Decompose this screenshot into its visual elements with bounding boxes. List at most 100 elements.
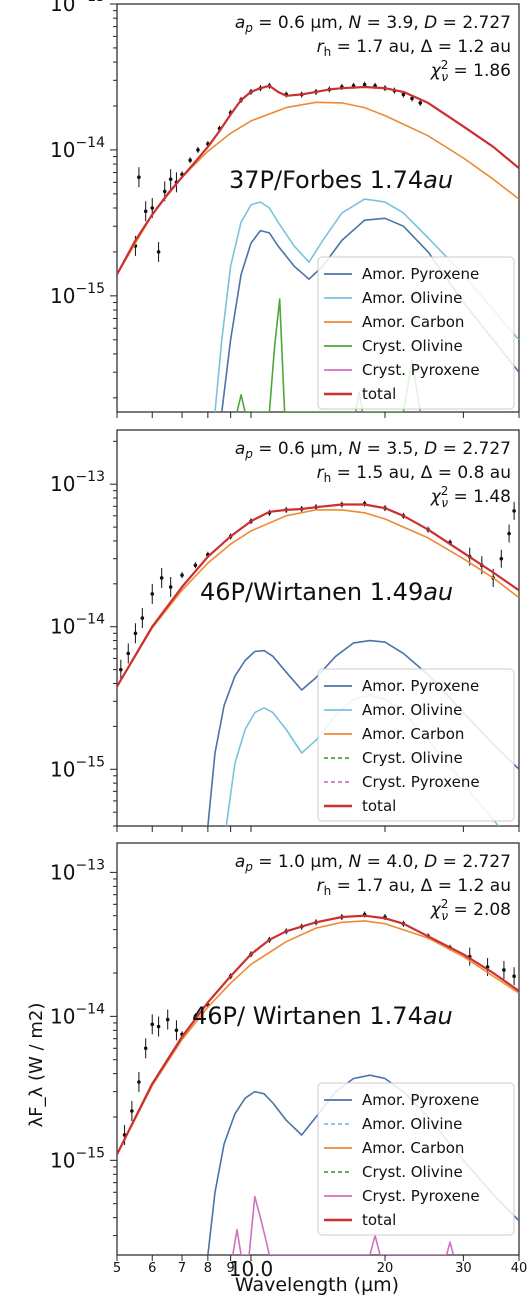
chi-sub: ν xyxy=(441,909,448,923)
y-tick-exponent: −14 xyxy=(75,135,105,151)
legend-entry: total xyxy=(362,1211,396,1229)
observed-point xyxy=(410,96,414,101)
param-line-2: rh = 1.7 au, Δ = 1.2 au xyxy=(317,876,511,898)
comet-name-label: 37P/Forbes 1.74au xyxy=(229,166,453,194)
comet-name-label: 46P/Wirtanen 1.49au xyxy=(200,578,453,606)
y-tick-exponent: −13 xyxy=(75,0,105,5)
y-tick-label: 10−13 xyxy=(50,469,105,496)
series-amor-carbon xyxy=(117,920,519,1155)
observed-point xyxy=(165,1017,170,1022)
observed-point xyxy=(180,573,184,577)
observed-point xyxy=(362,82,367,87)
observed-point xyxy=(156,250,161,254)
y-tick-base: 10 xyxy=(50,0,75,16)
comet-distance-unit: au xyxy=(423,578,453,606)
param-text: = 2.727 xyxy=(437,439,511,459)
legend-box xyxy=(317,256,515,410)
y-tick-base: 10 xyxy=(50,472,75,496)
param-a-sub: p xyxy=(244,860,253,874)
observed-point xyxy=(150,1022,155,1027)
chi-value: = 1.86 xyxy=(448,61,511,81)
y-tick-exponent: −13 xyxy=(75,857,105,873)
y-tick-exponent: −14 xyxy=(75,612,105,628)
chi-symbol: χ xyxy=(430,900,442,920)
param-line-1: ap = 0.6 µm, N = 3.5, D = 2.727 xyxy=(235,439,511,461)
param-a: a xyxy=(235,439,245,459)
plot-frame xyxy=(116,429,520,827)
series-cryst-pyroxene xyxy=(232,1195,455,1255)
observed-point xyxy=(143,1046,148,1051)
observed-point xyxy=(126,651,131,656)
legend-entry: Amor. Olivine xyxy=(362,1115,462,1133)
chi-sub: ν xyxy=(441,70,448,84)
param-r: r xyxy=(317,37,325,57)
y-tick-base: 10 xyxy=(50,1004,75,1028)
observed-point xyxy=(188,158,192,163)
param-text: = 0.6 µm, xyxy=(253,13,349,33)
param-N: N xyxy=(349,439,362,459)
y-tick-base: 10 xyxy=(50,757,75,781)
observed-point xyxy=(137,1080,141,1084)
legend-box xyxy=(317,668,515,822)
legend-entry: Amor. Pyroxene xyxy=(362,677,479,695)
y-tick-base: 10 xyxy=(50,615,75,639)
comet-name: 46P/Wirtanen 1.49 xyxy=(200,578,423,606)
legend-box xyxy=(317,1082,515,1236)
comet-name-label: 46P/ Wirtanen 1.74au xyxy=(192,1002,453,1030)
y-tick-exponent: −15 xyxy=(75,281,105,297)
param-r: r xyxy=(317,463,325,483)
chi-value: = 2.08 xyxy=(448,900,511,920)
observed-point xyxy=(168,585,173,589)
y-tick-label: 10−13 xyxy=(50,0,105,16)
comet-name: 46P/ Wirtanen 1.74 xyxy=(192,1002,423,1030)
series-amor-carbon xyxy=(117,509,519,688)
y-tick-label: 10−15 xyxy=(50,281,105,308)
chi-symbol: χ xyxy=(430,487,442,507)
param-text: = 1.5 au, Δ = 0.8 au xyxy=(331,463,511,483)
legend-entry: total xyxy=(362,385,396,403)
x-tick-label: 9 xyxy=(226,1261,234,1276)
param-a-sub: p xyxy=(244,447,253,461)
observed-point xyxy=(140,616,145,620)
legend-entry: Cryst. Pyroxene xyxy=(362,361,480,379)
y-tick-exponent: −15 xyxy=(75,1145,105,1161)
param-text: = 4.0, xyxy=(361,852,424,872)
param-r-sub: h xyxy=(324,45,332,59)
y-tick-label: 10−13 xyxy=(50,857,105,884)
comet-distance-unit: au xyxy=(423,1002,453,1030)
series-total xyxy=(117,914,519,1155)
param-a: a xyxy=(235,852,245,872)
chi-symbol: χ xyxy=(430,61,442,81)
y-tick-exponent: −13 xyxy=(75,469,105,485)
series-total xyxy=(117,503,519,688)
y-tick-base: 10 xyxy=(50,284,75,308)
observed-point xyxy=(159,576,164,580)
legend-entry: Amor. Olivine xyxy=(362,701,462,719)
legend-entry: Amor. Olivine xyxy=(362,289,462,307)
observed-point xyxy=(119,667,123,672)
x-tick-label: 8 xyxy=(204,1261,212,1276)
y-tick-label: 10−14 xyxy=(50,135,105,162)
chi-value: = 1.48 xyxy=(448,487,511,507)
y-tick-base: 10 xyxy=(50,860,75,884)
param-line-1: ap = 1.0 µm, N = 4.0, D = 2.727 xyxy=(235,852,511,874)
param-text: = 1.0 µm, xyxy=(253,852,349,872)
observed-point xyxy=(150,592,155,596)
param-chi: χ2 ν = 2.08 xyxy=(430,897,511,923)
x-tick-label: 10.0 xyxy=(229,1257,274,1281)
param-D: D xyxy=(424,439,437,459)
y-tick-label: 10−15 xyxy=(50,1145,105,1172)
param-line-2: rh = 1.7 au, Δ = 1.2 au xyxy=(317,37,511,59)
observed-point xyxy=(196,148,200,152)
param-D: D xyxy=(424,852,437,872)
x-tick-label: 6 xyxy=(148,1261,156,1276)
param-r-sub: h xyxy=(324,471,332,485)
y-tick-exponent: −14 xyxy=(75,1001,105,1017)
param-text: = 1.7 au, Δ = 1.2 au xyxy=(331,876,511,896)
y-tick-base: 10 xyxy=(50,1148,75,1172)
